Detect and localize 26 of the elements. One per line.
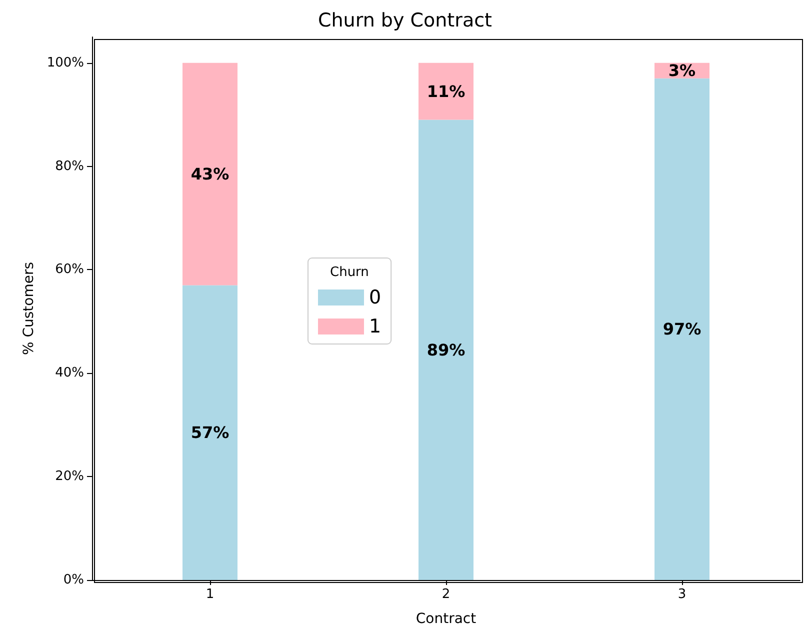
y-tick-label: 20% [55,469,84,484]
data-label: 89% [426,340,466,360]
y-tick-label: 60% [55,262,84,278]
bar [418,62,474,120]
legend-label: 0 [369,286,382,308]
x-tick-label: 1 [206,587,214,602]
data-label: 43% [190,164,230,184]
x-tick-label: 2 [442,587,450,602]
x-axis-title: Contract [416,611,477,627]
y-axis-title: % Customers [20,262,37,356]
data-label: 11% [426,82,466,101]
y-tick-label: 100% [46,55,84,70]
bar [654,78,710,580]
data-label: 57% [190,423,230,442]
y-tick-label: 80% [55,158,84,174]
y-tick-label: 0% [63,572,84,588]
y-tick-label: 40% [55,366,84,381]
data-label: 3% [668,61,696,80]
legend-title: Churn [330,265,369,280]
chart-title: Churn by Contract [318,10,492,32]
bar [182,62,238,286]
bar [182,285,238,580]
legend-label: 1 [369,316,382,338]
data-label: 97% [662,320,702,339]
x-tick-label: 3 [678,587,686,602]
bar [418,120,474,580]
